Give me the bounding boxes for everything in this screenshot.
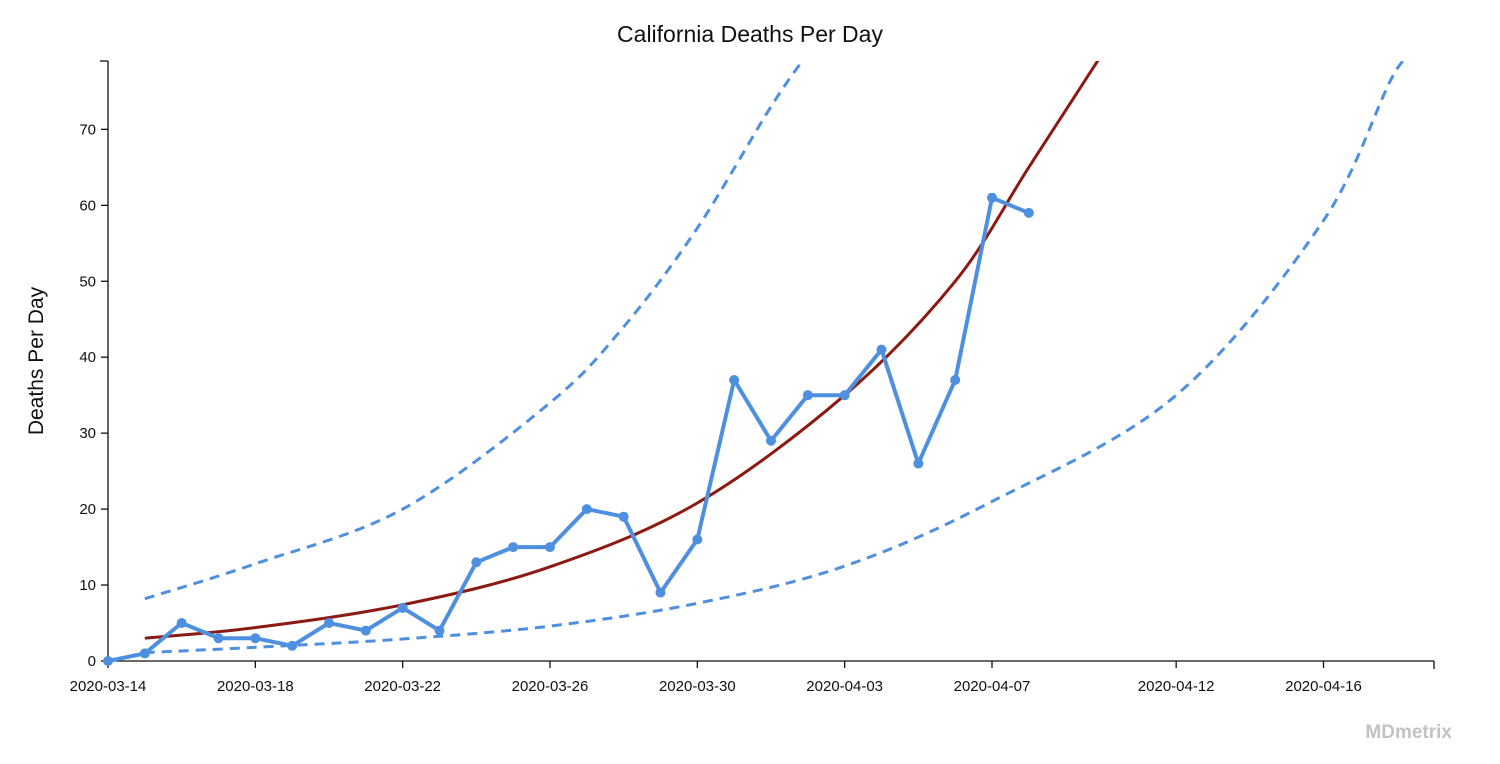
x-tick-label: 2020-03-22 <box>364 678 441 695</box>
data-point <box>692 534 703 545</box>
x-tick-label: 2020-04-07 <box>954 678 1031 695</box>
x-tick-label: 2020-04-16 <box>1285 678 1362 695</box>
data-point <box>103 656 113 666</box>
data-point <box>324 618 334 629</box>
data-point <box>618 511 629 522</box>
data-point <box>213 633 224 644</box>
data-point <box>434 625 445 636</box>
y-tick-label: 30 <box>79 425 96 442</box>
data-point <box>839 390 850 401</box>
x-tick-label: 2020-03-30 <box>659 678 736 695</box>
data-point <box>766 435 776 446</box>
data-point <box>802 390 813 401</box>
data-point <box>250 633 261 644</box>
y-axis-label: Deaths Per Day <box>25 286 48 435</box>
data-point <box>545 542 555 553</box>
y-tick-label: 10 <box>79 577 96 594</box>
x-tick-label: 2020-03-26 <box>512 678 589 695</box>
data-point <box>508 542 519 553</box>
data-point <box>360 625 371 636</box>
data-point <box>876 344 887 355</box>
data-point <box>176 618 187 629</box>
deaths-line <box>107 195 1030 663</box>
y-tick-label: 40 <box>79 349 96 366</box>
plot-area <box>103 61 1405 666</box>
chart-title: California Deaths Per Day <box>617 21 883 47</box>
data-point <box>913 458 924 469</box>
bound-curve-3 <box>144 61 1405 655</box>
data-point <box>987 192 997 203</box>
fit-curve <box>144 61 1100 640</box>
y-tick-label: 0 <box>88 653 96 670</box>
data-point <box>1023 207 1034 218</box>
data-point <box>950 374 961 385</box>
data-point <box>471 557 482 568</box>
watermark-logo: MDmetrix <box>1365 722 1452 743</box>
bound-curve-2 <box>144 61 805 601</box>
x-tick-label: 2020-04-03 <box>806 678 883 695</box>
data-point <box>287 640 298 651</box>
data-point <box>397 602 408 613</box>
x-tick-label: 2020-03-14 <box>70 678 147 695</box>
y-tick-label: 20 <box>79 501 96 518</box>
y-tick-label: 60 <box>79 197 96 214</box>
data-point <box>581 504 592 515</box>
data-point <box>139 648 150 659</box>
x-tick-label: 2020-04-12 <box>1138 678 1215 695</box>
y-tick-label: 50 <box>79 273 96 290</box>
axes: 0 10 20 30 40 50 60 70 2020-03-14 2020-03-18 2020-… <box>70 60 1435 695</box>
x-tick-label: 2020-03-18 <box>217 678 294 695</box>
data-point <box>655 587 666 598</box>
data-point <box>729 374 740 385</box>
y-tick-label: 70 <box>79 121 96 138</box>
